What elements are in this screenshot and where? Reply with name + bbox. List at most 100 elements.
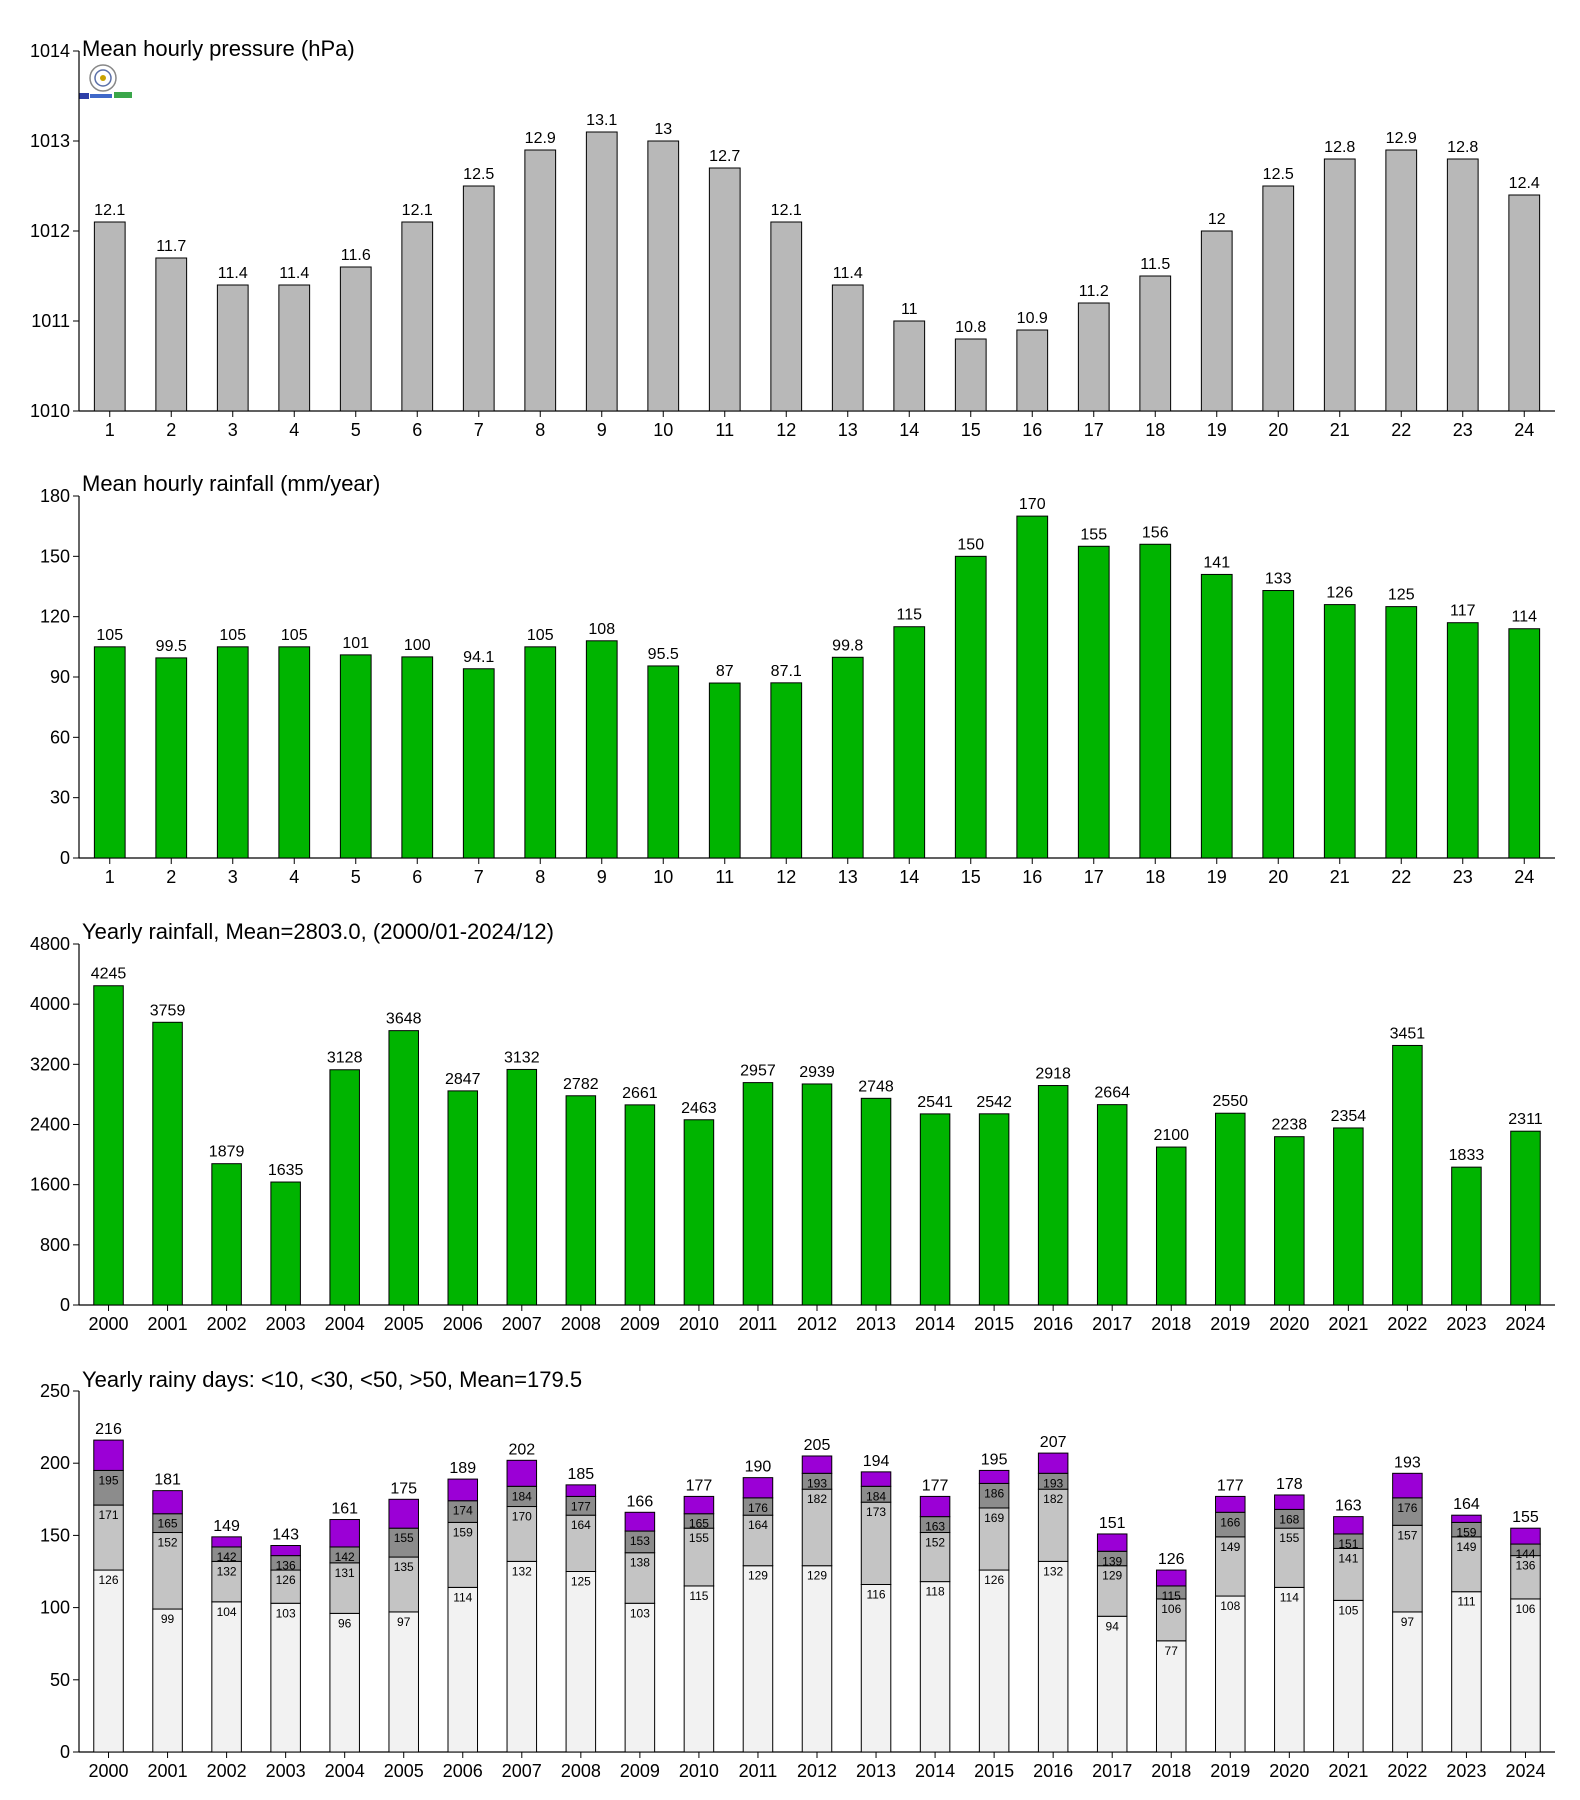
bar xyxy=(708,682,741,859)
data-label: 3648 xyxy=(386,1011,422,1028)
bar-segment-1 xyxy=(919,1581,951,1753)
y-tick-label: 180 xyxy=(40,486,70,506)
x-tick-label: 16 xyxy=(1022,420,1042,440)
x-tick-label: 10 xyxy=(653,867,673,887)
segment-label: 111 xyxy=(1457,1595,1476,1609)
bar xyxy=(462,668,495,859)
segment-label: 97 xyxy=(397,1615,411,1629)
x-tick-label: 22 xyxy=(1391,867,1411,887)
data-label: 149 xyxy=(213,1518,240,1535)
x-tick-label: 9 xyxy=(597,867,607,887)
bar xyxy=(1385,149,1418,412)
data-label: 2550 xyxy=(1212,1093,1248,1110)
y-tick-label: 90 xyxy=(50,667,70,687)
bar-segment-2 xyxy=(1274,1527,1305,1588)
bar-segment-2 xyxy=(1333,1547,1364,1601)
data-label: 11.4 xyxy=(218,265,248,282)
data-label: 193 xyxy=(1394,1454,1421,1471)
segment-label: 159 xyxy=(1456,1525,1476,1539)
segment-label: 166 xyxy=(1220,1515,1240,1529)
data-label: 126 xyxy=(1158,1551,1185,1568)
x-tick-label: 13 xyxy=(838,420,858,440)
segment-label: 149 xyxy=(1456,1540,1476,1554)
chart-1-title: Mean hourly pressure (hPa) xyxy=(82,36,355,61)
x-tick-label: 24 xyxy=(1514,867,1534,887)
segment-label: 116 xyxy=(866,1587,885,1601)
x-tick-label: 20 xyxy=(1268,420,1288,440)
segment-label: 126 xyxy=(99,1573,119,1587)
segment-label: 193 xyxy=(807,1476,827,1490)
data-label: 3759 xyxy=(150,1002,186,1019)
bar xyxy=(388,1030,419,1306)
data-label: 181 xyxy=(154,1472,181,1489)
data-label: 115 xyxy=(896,607,922,624)
data-label: 1879 xyxy=(209,1144,245,1161)
y-tick-label: 1600 xyxy=(30,1175,70,1195)
bar-segment-4 xyxy=(919,1495,951,1518)
bar xyxy=(93,985,124,1306)
bar xyxy=(1274,1136,1305,1306)
bar-segment-4 xyxy=(506,1459,538,1487)
segment-label: 168 xyxy=(1279,1512,1299,1526)
data-label: 156 xyxy=(1142,524,1169,541)
bar xyxy=(1446,622,1479,859)
y-tick-label: 800 xyxy=(40,1235,70,1255)
bar xyxy=(278,284,311,412)
data-label: 11.6 xyxy=(341,247,371,264)
x-tick-label: 2001 xyxy=(148,1761,188,1781)
y-tick-label: 0 xyxy=(60,1295,70,1315)
y-tick-label: 150 xyxy=(40,546,70,566)
bar xyxy=(1077,545,1110,859)
bar xyxy=(1200,230,1233,412)
bar xyxy=(1139,275,1172,412)
data-label: 3132 xyxy=(504,1049,540,1066)
bar-segment-4 xyxy=(152,1490,183,1515)
bar xyxy=(1016,329,1049,412)
data-label: 105 xyxy=(281,627,308,644)
segment-label: 97 xyxy=(1401,1615,1415,1629)
x-tick-label: 7 xyxy=(474,867,484,887)
x-tick-label: 2005 xyxy=(384,1761,424,1781)
data-label: 12.9 xyxy=(525,130,556,147)
chart-1: 10101011101210131014112.1211.7311.4411.4… xyxy=(30,41,1555,440)
data-label: 11.4 xyxy=(833,265,863,282)
bar xyxy=(770,682,803,859)
data-label: 95.5 xyxy=(648,646,679,663)
bar xyxy=(329,1069,360,1306)
chart-4-title: Yearly rainy days: <10, <30, <50, >50, M… xyxy=(82,1367,582,1392)
bar-segment-4 xyxy=(329,1519,360,1548)
x-tick-label: 5 xyxy=(351,420,361,440)
segment-label: 182 xyxy=(1043,1492,1063,1506)
y-tick-label: 50 xyxy=(50,1670,70,1690)
x-tick-label: 18 xyxy=(1145,867,1165,887)
bar xyxy=(216,284,249,412)
x-tick-label: 2017 xyxy=(1092,1314,1132,1334)
x-tick-label: 1 xyxy=(105,867,115,887)
segment-label: 135 xyxy=(394,1560,414,1574)
x-tick-label: 2007 xyxy=(502,1314,542,1334)
segment-label: 129 xyxy=(1102,1569,1122,1583)
x-tick-label: 2012 xyxy=(797,1761,837,1781)
bar xyxy=(1215,1112,1246,1306)
bar-segment-2 xyxy=(742,1514,774,1567)
bar-segment-1 xyxy=(978,1569,1010,1753)
data-label: 12 xyxy=(1208,211,1226,228)
data-label: 2661 xyxy=(622,1085,658,1102)
data-label: 12.1 xyxy=(771,202,802,219)
bar-segment-2 xyxy=(1215,1536,1246,1597)
segment-label: 132 xyxy=(217,1564,237,1578)
segment-label: 184 xyxy=(512,1489,532,1503)
data-label: 114 xyxy=(1511,609,1537,626)
y-tick-label: 0 xyxy=(60,848,70,868)
x-tick-label: 2016 xyxy=(1033,1314,1073,1334)
x-tick-label: 2000 xyxy=(88,1314,128,1334)
x-tick-label: 12 xyxy=(776,867,796,887)
bar xyxy=(1392,1044,1423,1306)
bar xyxy=(954,338,987,412)
y-tick-label: 100 xyxy=(40,1598,70,1618)
data-label: 164 xyxy=(1453,1496,1480,1513)
x-tick-label: 1 xyxy=(105,420,115,440)
bar xyxy=(831,656,864,859)
segment-label: 138 xyxy=(630,1556,650,1570)
data-label: 12.5 xyxy=(1263,166,1294,183)
